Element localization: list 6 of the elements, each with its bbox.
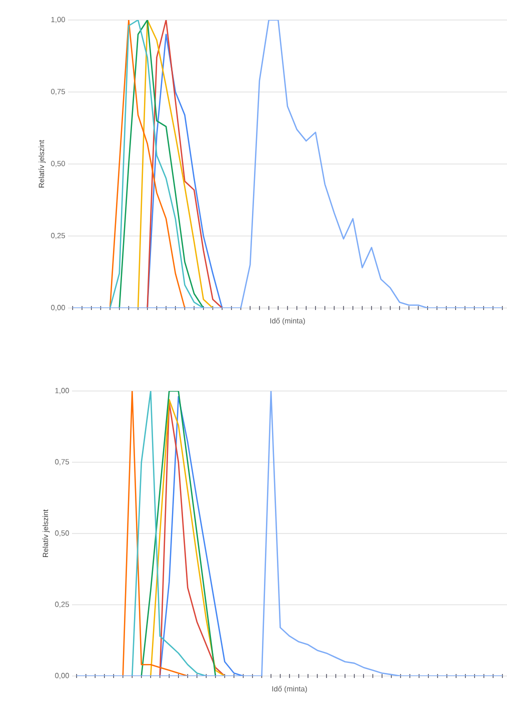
line-series [122,390,188,676]
line-series [140,390,216,676]
line-series [159,396,244,676]
line-series [109,20,186,308]
line-series [137,20,214,308]
line-series [132,390,207,676]
